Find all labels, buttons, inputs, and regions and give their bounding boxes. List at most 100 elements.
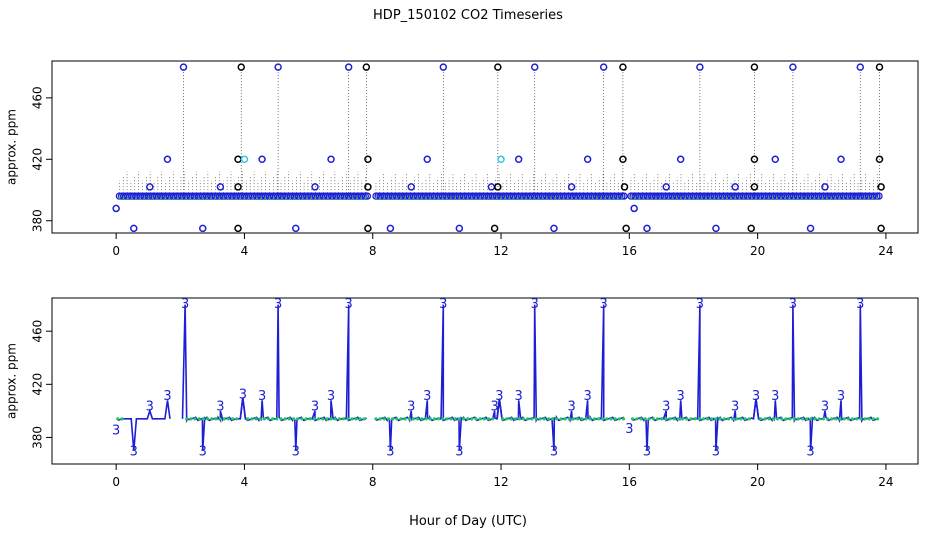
baseline-green-point (871, 197, 874, 200)
dip-point (643, 224, 651, 233)
baseline-green-point (399, 197, 402, 200)
point-label: 3 (495, 389, 503, 404)
series-green-point (875, 417, 880, 421)
series-green-point (428, 417, 432, 421)
baseline-green-point (842, 197, 845, 200)
series-green-point (800, 417, 805, 421)
point-label: 3 (216, 399, 224, 414)
baseline-green-point (454, 197, 457, 200)
baseline-green-point (771, 197, 774, 200)
baseline-green-point (634, 197, 637, 200)
baseline-green-point (759, 197, 762, 200)
baseline-green-point (331, 197, 334, 200)
series-green-point (863, 417, 867, 421)
series-green-point (571, 417, 576, 421)
series-green-point (325, 417, 329, 421)
level-420-point (364, 155, 372, 164)
baseline-green-point (558, 197, 561, 200)
series-green-point (461, 417, 466, 421)
baseline-green-point (692, 197, 695, 200)
baseline-green-point (197, 197, 200, 200)
peak-label: 3 (345, 297, 353, 312)
level-402-point (364, 183, 372, 191)
spike-point (856, 63, 865, 71)
baseline-green-point (859, 197, 862, 200)
baseline-green-point (122, 197, 125, 200)
baseline-green-point (356, 197, 359, 200)
level-420-point (163, 155, 172, 164)
series-green-point (830, 417, 834, 421)
series-line (239, 304, 367, 451)
dip-label: 3 (550, 445, 558, 460)
x-tick-label: 4 (241, 475, 249, 489)
x-tick-label: 8 (369, 475, 377, 489)
baseline-green-point (276, 197, 279, 200)
series-green-point (337, 417, 341, 421)
series-green-point (457, 417, 461, 421)
series-green-point (788, 417, 792, 421)
baseline-green-point (595, 197, 598, 200)
peak-label: 3 (789, 297, 797, 312)
level-420-point (875, 155, 884, 164)
plot-frame (51, 60, 919, 234)
series-line (117, 400, 171, 451)
baseline-green-point (326, 197, 329, 200)
baseline-green-point (264, 197, 267, 200)
y-tick-label: 420 (31, 373, 45, 396)
baseline-green-point (218, 197, 221, 200)
series-green-point (271, 417, 275, 421)
series-green-point (350, 417, 354, 421)
baseline-green-point (189, 197, 192, 200)
series-green-point (246, 417, 250, 421)
series-green-point (407, 417, 411, 421)
baseline-green-point (164, 197, 167, 200)
baseline-green-point (391, 197, 394, 200)
series-green-point (505, 417, 509, 421)
baseline-green-point (688, 197, 691, 200)
series-green-point (605, 417, 609, 421)
point-label: 3 (752, 389, 760, 404)
point-label: 3 (677, 389, 685, 404)
baseline-green-point (671, 197, 674, 200)
baseline-green-point (713, 197, 716, 200)
series-green-point (509, 417, 513, 421)
series-green-point (871, 417, 876, 421)
series-green-point (478, 417, 482, 421)
x-tick-label: 12 (493, 244, 508, 258)
series-green-point (693, 417, 697, 421)
series-green-point (635, 417, 639, 421)
baseline-green-point (243, 197, 246, 200)
baseline-green-point (725, 197, 728, 200)
y-tick-label: 380 (31, 426, 45, 449)
series-green-point (230, 417, 235, 421)
series-green-point (189, 417, 193, 421)
x-axis-title: Hour of Day (UTC) (409, 514, 527, 529)
series-green-point (655, 417, 660, 421)
point-label: 3 (583, 389, 591, 404)
baseline-green-point (168, 197, 171, 200)
series-green-point (526, 417, 530, 421)
spike-point (599, 63, 608, 71)
series-green-point (630, 417, 635, 421)
point-label: 3 (662, 399, 670, 414)
dip-label: 3 (292, 445, 300, 460)
baseline-green-point (529, 197, 532, 200)
series-green-point (466, 417, 470, 421)
series-green-point (759, 417, 763, 421)
baseline-green-point (230, 197, 233, 200)
baseline-green-point (846, 197, 849, 200)
baseline-green-point (441, 197, 444, 200)
baseline-green-point (600, 197, 603, 200)
baseline-green-point (650, 197, 653, 200)
baseline-green-point (272, 197, 275, 200)
series-green-point (739, 417, 743, 421)
baseline-green-point (314, 197, 317, 200)
baseline-green-point (704, 197, 707, 200)
series-green-point (482, 417, 486, 421)
baseline-green-point (863, 197, 866, 200)
level-402-point (234, 183, 242, 191)
baseline-green-point (297, 197, 300, 200)
series-green-point (120, 417, 124, 421)
series-green-point (275, 417, 279, 421)
